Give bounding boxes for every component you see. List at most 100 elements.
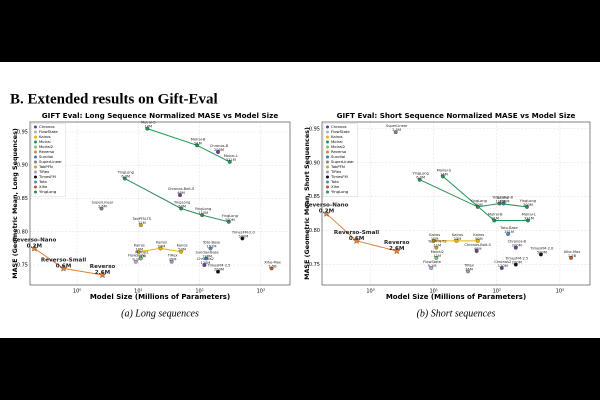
point bbox=[417, 177, 422, 182]
caption: (b) Short sequences bbox=[417, 308, 496, 319]
point-label-line: YingLong bbox=[174, 200, 190, 204]
point-label-line: Moirai-S bbox=[141, 121, 156, 125]
point-label: Reverso-Small 0.6M bbox=[41, 257, 86, 269]
y-tick-label: 0.90 bbox=[17, 163, 28, 169]
point-label-line: 11M bbox=[138, 221, 146, 225]
point-label-line: 14M bbox=[144, 125, 152, 129]
point-label: TabPFN-TS 11M bbox=[132, 217, 152, 225]
point-label-line: Reverso-Small bbox=[334, 229, 379, 235]
point-label: TimesFM-2.5 200M bbox=[504, 257, 528, 265]
point-label-line: Moirai2 bbox=[431, 250, 444, 254]
x-tick-label: 10² bbox=[195, 289, 203, 295]
x-tick-label: 10³ bbox=[556, 289, 564, 295]
legend-swatch bbox=[34, 145, 37, 149]
point-label: Chronos-Bolt-S 48M bbox=[464, 243, 491, 251]
y-tick-label: 0.80 bbox=[309, 228, 320, 234]
point-label-line: 200M bbox=[512, 244, 522, 248]
legend-swatch bbox=[326, 125, 329, 129]
point-label-line: 110M bbox=[495, 200, 505, 204]
x-tick-label: 10⁰ bbox=[73, 289, 81, 295]
point bbox=[499, 266, 504, 270]
legend-label: Moirai2 bbox=[331, 144, 346, 149]
point-label-line: 2.6M bbox=[95, 270, 111, 276]
point-label-line: 48M bbox=[177, 191, 185, 195]
point-label-line: Kairos bbox=[452, 233, 463, 237]
point-label-line: 200M bbox=[512, 261, 522, 265]
legend-swatch bbox=[326, 180, 329, 184]
legend-label: SuperLinear bbox=[39, 159, 62, 164]
point-label-line: Reverso-Small bbox=[41, 257, 86, 263]
point-label: YingLong 300M bbox=[222, 214, 238, 222]
legend-label: YingLong bbox=[331, 189, 349, 194]
top-band bbox=[0, 0, 600, 62]
point-label-line: 311M bbox=[524, 216, 534, 220]
legend-swatch bbox=[34, 180, 37, 184]
point-label-line: 200M bbox=[214, 268, 224, 272]
point bbox=[474, 249, 479, 253]
legend-swatch bbox=[34, 170, 37, 174]
legend-label: Kairos bbox=[331, 134, 343, 139]
point bbox=[492, 218, 497, 223]
point bbox=[122, 176, 127, 181]
point-label-line: 6.0M bbox=[121, 175, 130, 179]
x-axis-label: Model Size (Millions of Parameters) bbox=[386, 293, 526, 301]
point bbox=[475, 204, 480, 209]
legend-swatch bbox=[34, 130, 37, 134]
point-label-line: SuperLinear bbox=[386, 124, 408, 128]
point-label: TiRex 35M bbox=[167, 254, 179, 262]
point-label-line: 151M bbox=[504, 230, 514, 234]
point bbox=[322, 209, 331, 217]
point bbox=[434, 255, 439, 260]
legend-label: TimesFM bbox=[330, 174, 348, 179]
point-label: TimesFM-2.5 200M bbox=[207, 264, 231, 272]
point-label-line: FlowState bbox=[128, 254, 147, 258]
legend-swatch bbox=[34, 190, 37, 194]
plot-frame bbox=[321, 121, 591, 286]
point bbox=[440, 174, 445, 179]
point-label: TiRex 35M bbox=[463, 263, 475, 271]
legend-label: Chronos bbox=[331, 124, 347, 129]
point-label-line: Toto-Base bbox=[499, 226, 518, 230]
legend-label: Xihe bbox=[39, 184, 48, 189]
point-label-line: 50M bbox=[178, 204, 186, 208]
point-label-line: 110M bbox=[198, 211, 208, 215]
point bbox=[524, 204, 529, 209]
legend-label: Reverso bbox=[39, 149, 55, 154]
point-label-line: 151M bbox=[207, 244, 217, 248]
legend-swatch bbox=[326, 135, 329, 139]
legend-label: TiRex bbox=[38, 169, 50, 174]
point-label-line: YingLong bbox=[520, 199, 536, 203]
point-label-line: Chronos2 bbox=[494, 260, 511, 264]
point-label: Xihe-Max 1.5B bbox=[264, 260, 282, 268]
point-label: TimesFM-2.0 500M bbox=[529, 246, 554, 254]
point-label: Chronos-B 200M bbox=[210, 144, 229, 152]
point bbox=[506, 232, 511, 237]
point-label-line: 128M bbox=[500, 200, 510, 204]
legend-swatch bbox=[326, 165, 329, 169]
point-label-line: Kairos bbox=[156, 240, 167, 244]
point bbox=[454, 238, 459, 243]
legend-swatch bbox=[34, 185, 37, 189]
y-tick-label: 0.75 bbox=[17, 263, 28, 269]
point bbox=[538, 252, 543, 257]
point-label-line: Chronos-Bolt-S bbox=[464, 243, 491, 247]
point-label-line: Sundial-B bbox=[496, 196, 513, 200]
point bbox=[216, 149, 220, 154]
x-tick-label: 10³ bbox=[257, 289, 265, 295]
point-label-line: 14M bbox=[440, 172, 448, 176]
point bbox=[497, 201, 502, 206]
point-label: TabPFN-TS 11M bbox=[427, 240, 447, 248]
point-label: Sundial-Base 128M bbox=[196, 250, 220, 258]
legend-swatch bbox=[326, 140, 329, 144]
y-tick-label: 0.75 bbox=[309, 262, 320, 268]
legend-swatch bbox=[34, 140, 37, 144]
point-label-line: 10M bbox=[135, 248, 143, 252]
point-label: Moirai2 11M bbox=[431, 250, 444, 258]
point-label: Kairos 50M bbox=[177, 244, 188, 252]
point bbox=[179, 249, 184, 254]
point-label-line: 91M bbox=[194, 141, 202, 145]
legend-swatch bbox=[326, 150, 329, 154]
point bbox=[513, 245, 518, 250]
section-heading: B. Extended results on Gift-Eval bbox=[10, 91, 218, 107]
point bbox=[169, 259, 174, 264]
